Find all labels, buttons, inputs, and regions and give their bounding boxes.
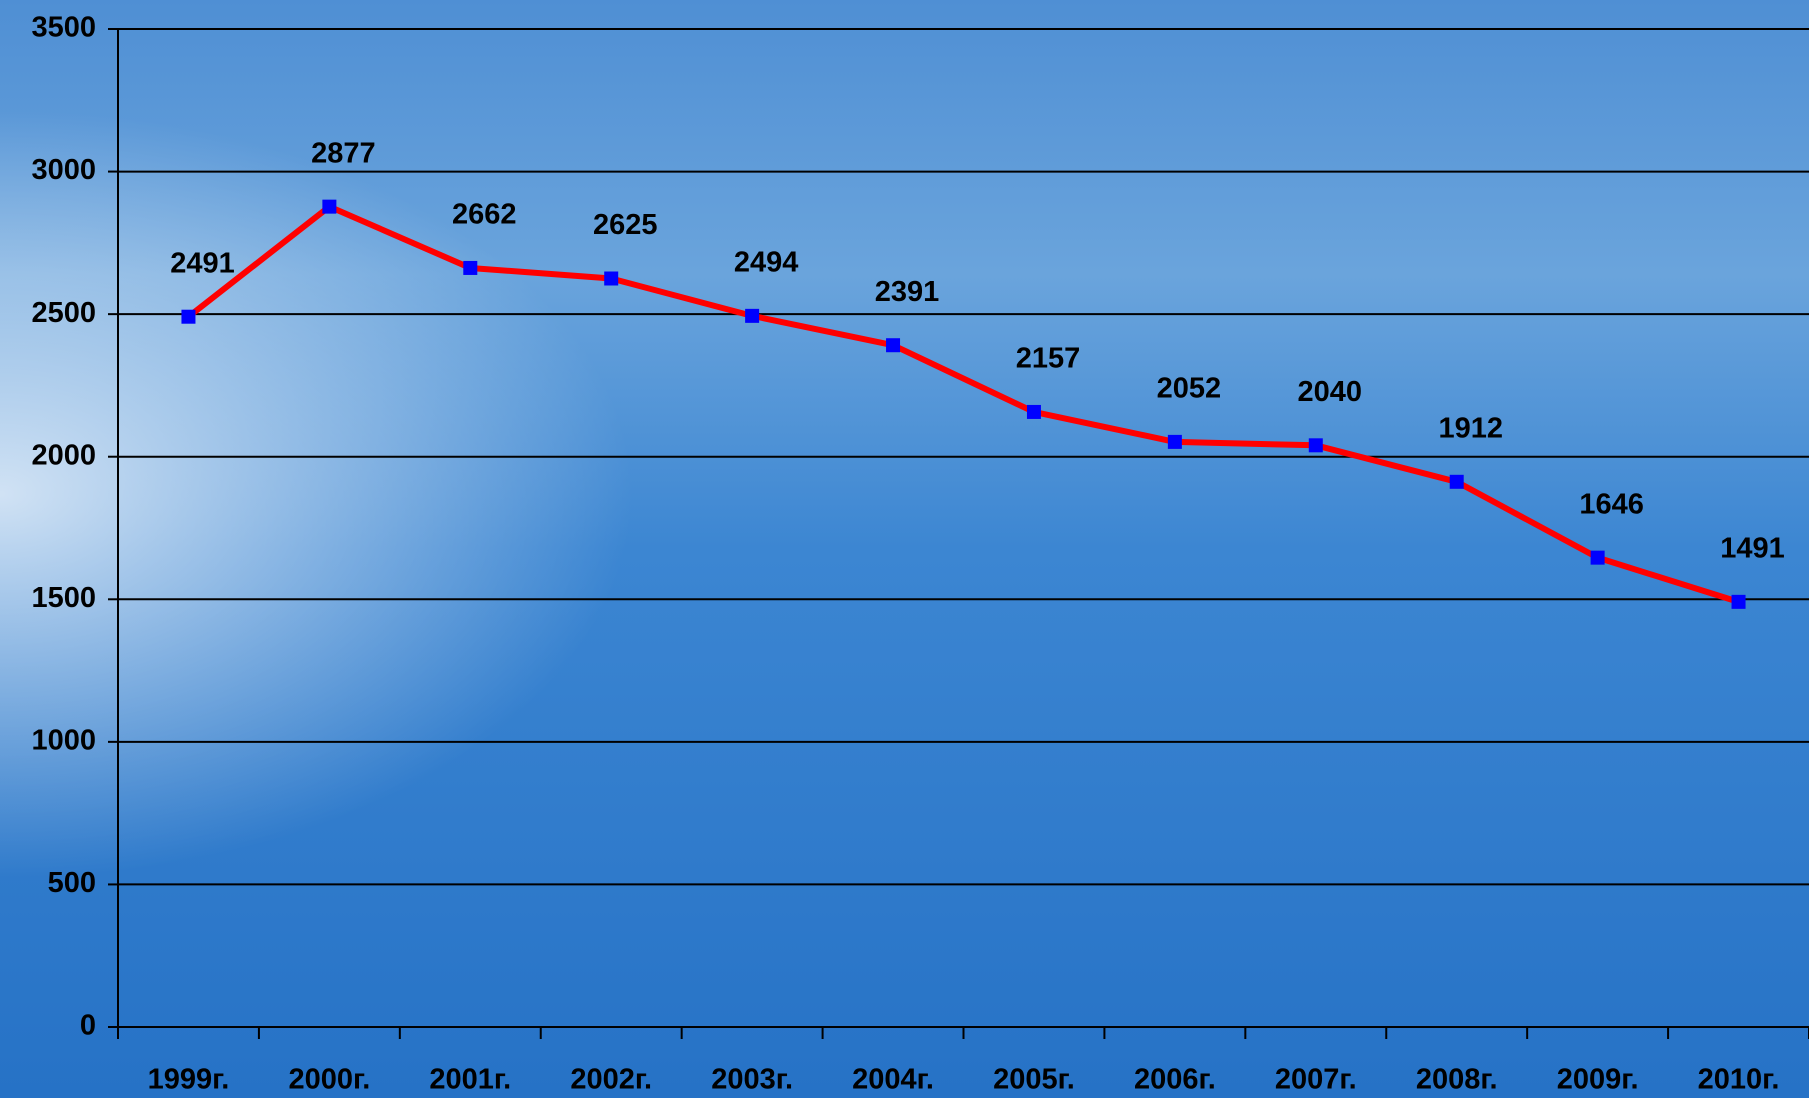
x-tick-label: 1999г. — [148, 1064, 230, 1096]
x-tick-label: 2004г. — [852, 1064, 934, 1096]
marker — [1731, 594, 1746, 609]
x-tick-label: 2001г. — [429, 1064, 511, 1096]
data-label: 1491 — [1720, 533, 1785, 565]
line — [186, 203, 1740, 605]
x-tick-label: 2006г. — [1134, 1064, 1216, 1096]
y-tick-label: 2500 — [31, 297, 96, 329]
marker — [886, 338, 901, 353]
y-tick-label: 3500 — [31, 12, 96, 44]
data-label: 2494 — [734, 247, 799, 279]
data-label: 2040 — [1298, 376, 1363, 408]
marker — [463, 260, 478, 275]
y-tick-label: 500 — [48, 867, 96, 899]
data-label: 2391 — [875, 276, 940, 308]
marker — [604, 271, 619, 286]
marker — [1590, 550, 1605, 565]
x-tick-label: 2003г. — [711, 1064, 793, 1096]
x-tick-label: 2010г. — [1698, 1064, 1780, 1096]
data-label: 2877 — [311, 137, 376, 169]
marker — [745, 308, 760, 323]
y-tick-label: 3000 — [31, 154, 96, 186]
data-label: 2157 — [1016, 343, 1081, 375]
x-tick-label: 2009г. — [1557, 1064, 1639, 1096]
data-label: 2052 — [1157, 373, 1222, 405]
data-label: 1646 — [1579, 488, 1644, 520]
marker — [181, 309, 196, 324]
y-tick-label: 0 — [80, 1010, 96, 1042]
marker — [1449, 474, 1464, 489]
data-label: 2625 — [593, 209, 658, 241]
y-tick-label: 2000 — [31, 439, 96, 471]
data-label: 2491 — [170, 247, 235, 279]
x-tick-label: 2008г. — [1416, 1064, 1498, 1096]
marker — [1026, 404, 1041, 419]
x-tick-label: 2007г. — [1275, 1064, 1357, 1096]
x-tick-label: 2002г. — [570, 1064, 652, 1096]
x-tick-label: 2000г. — [289, 1064, 371, 1096]
marker — [1308, 438, 1323, 453]
y-tick-label: 1500 — [31, 582, 96, 614]
data-label: 1912 — [1438, 412, 1503, 444]
marker — [322, 199, 337, 214]
marker — [1167, 434, 1182, 449]
x-tick-label: 2005г. — [993, 1064, 1075, 1096]
data-label: 2662 — [452, 199, 517, 231]
y-tick-label: 1000 — [31, 725, 96, 757]
